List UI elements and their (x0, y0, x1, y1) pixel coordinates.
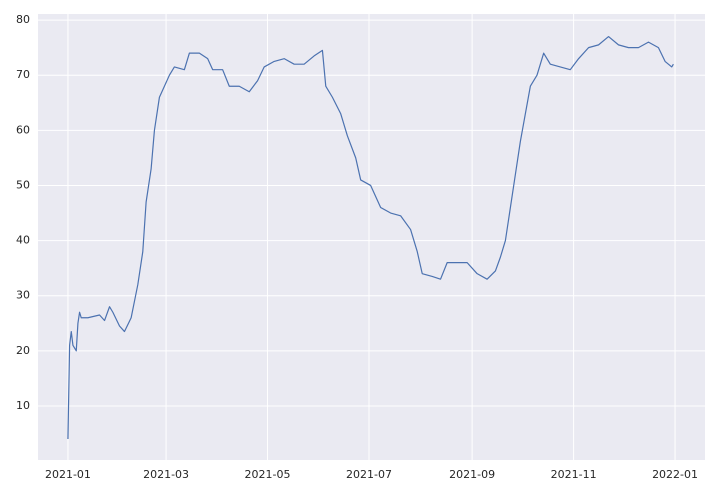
plot-area (38, 14, 705, 460)
x-tick-label: 2021-07 (346, 468, 392, 481)
x-tick-label: 2021-03 (143, 468, 189, 481)
x-tick-label: 2022-01 (652, 468, 698, 481)
x-tick-label: 2021-11 (551, 468, 597, 481)
y-tick-label: 10 (16, 399, 30, 412)
x-tick-label: 2021-05 (245, 468, 291, 481)
y-tick-label: 80 (16, 13, 30, 26)
y-tick-label: 70 (16, 68, 30, 81)
y-tick-label: 40 (16, 234, 30, 247)
y-tick-label: 60 (16, 123, 30, 136)
x-tick-label: 2021-09 (449, 468, 495, 481)
data-line (67, 35, 674, 440)
y-tick-label: 30 (16, 289, 30, 302)
y-tick-label: 20 (16, 344, 30, 357)
x-tick-label: 2021-01 (45, 468, 91, 481)
y-tick-label: 50 (16, 178, 30, 191)
